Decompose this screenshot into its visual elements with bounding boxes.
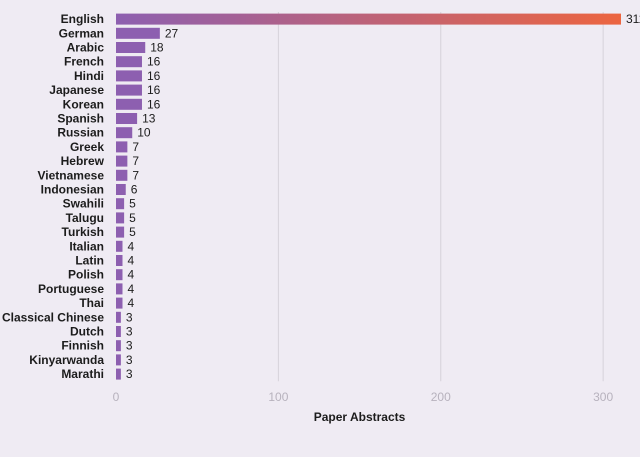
category-label: Polish (68, 268, 104, 282)
category-label: Swahili (63, 197, 104, 211)
category-label: Portuguese (38, 282, 104, 296)
bar (116, 198, 125, 210)
value-label: 18 (150, 41, 164, 55)
value-label: 5 (129, 225, 136, 239)
bar (116, 255, 123, 266)
x-axis-title: Paper Abstracts (314, 410, 406, 424)
value-label: 16 (147, 97, 161, 111)
category-label: French (64, 55, 104, 69)
bar (116, 98, 142, 110)
bar (116, 326, 121, 337)
category-label: Italian (69, 239, 104, 253)
category-label: Greek (70, 140, 104, 154)
bar (116, 368, 121, 380)
value-label: 3 (126, 339, 133, 353)
category-label: Spanish (57, 112, 104, 126)
labels: 0 100 200 300 English 311 German 27 Arabic 18 Fren… (2, 12, 640, 404)
value-label: 16 (147, 83, 161, 97)
category-label: Thai (79, 296, 104, 310)
category-label: Hindi (74, 69, 104, 83)
value-label: 7 (132, 168, 139, 182)
value-label: 13 (142, 112, 156, 126)
category-label: Hebrew (61, 154, 105, 168)
value-label: 10 (137, 126, 151, 140)
value-label: 7 (132, 154, 139, 168)
x-tick-label: 100 (268, 390, 288, 404)
bar (116, 212, 125, 224)
category-label: Finnish (61, 339, 104, 353)
value-label: 4 (127, 254, 134, 268)
bar (116, 354, 121, 366)
x-tick-label: 0 (113, 390, 120, 404)
bar (116, 240, 123, 252)
bars (116, 13, 621, 380)
value-label: 4 (127, 268, 134, 282)
bar (116, 169, 128, 181)
bar (116, 155, 128, 167)
bar (116, 127, 133, 139)
category-label: Kinyarwanda (29, 353, 104, 367)
bar (116, 226, 125, 238)
value-label: 7 (132, 140, 139, 154)
category-label: Latin (75, 254, 104, 268)
bar (116, 84, 142, 96)
value-label: 3 (126, 310, 133, 324)
value-label: 3 (126, 325, 133, 339)
category-label: Dutch (70, 325, 104, 339)
value-label: 3 (126, 367, 133, 381)
category-label: Japanese (49, 83, 104, 97)
x-tick-label: 300 (593, 390, 613, 404)
category-label: Classical Chinese (2, 310, 104, 324)
gridlines (277, 12, 604, 382)
category-label: German (59, 26, 104, 40)
value-label: 5 (129, 211, 136, 225)
category-label: Russian (57, 126, 104, 140)
value-label: 6 (131, 183, 138, 197)
bar (116, 13, 621, 25)
bar (116, 184, 126, 195)
category-label: Marathi (61, 367, 104, 381)
category-label: Arabic (67, 41, 105, 55)
category-label: English (61, 12, 104, 26)
bar (116, 297, 123, 309)
bar (116, 340, 121, 352)
category-label: Turkish (62, 225, 104, 239)
x-tick-label: 200 (431, 390, 451, 404)
bar (116, 283, 123, 295)
category-label: Korean (63, 97, 104, 111)
bar (116, 141, 128, 153)
bar (116, 311, 121, 323)
value-label: 16 (147, 55, 161, 69)
bar (116, 42, 146, 53)
bar (116, 113, 138, 124)
value-label: 3 (126, 353, 133, 367)
value-label: 4 (127, 239, 134, 253)
value-label: 311 (626, 12, 640, 26)
bar (116, 27, 160, 39)
category-label: Vietnamese (38, 168, 105, 182)
bar (116, 70, 142, 82)
value-label: 4 (127, 282, 134, 296)
category-label: Indonesian (41, 183, 104, 197)
value-label: 27 (165, 26, 179, 40)
category-label: Talugu (66, 211, 104, 225)
bar (116, 269, 123, 281)
value-label: 5 (129, 197, 136, 211)
value-label: 16 (147, 69, 161, 83)
bar (116, 56, 142, 68)
value-label: 4 (127, 296, 134, 310)
